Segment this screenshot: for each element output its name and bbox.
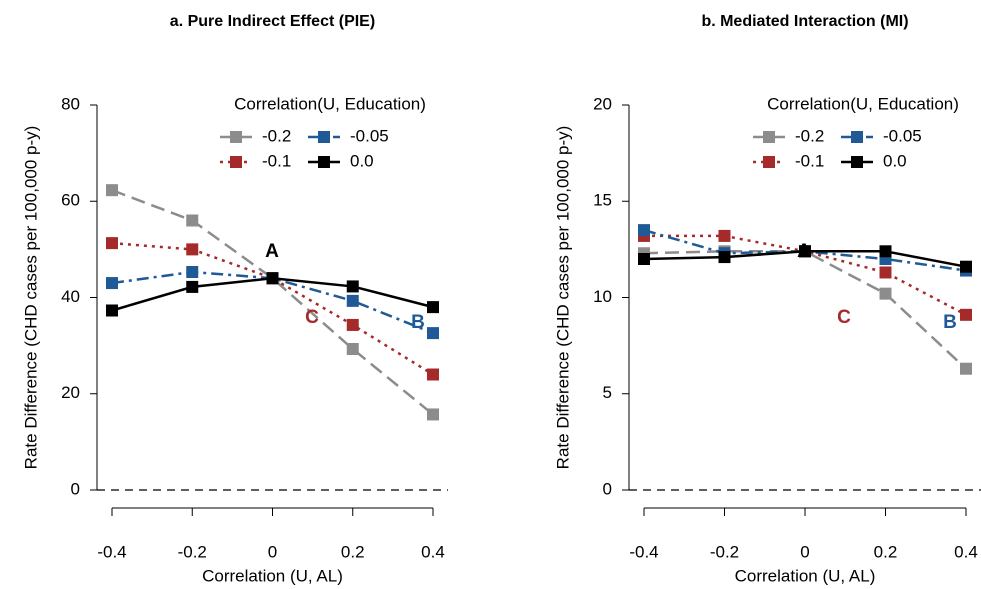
- data-point: [427, 368, 439, 381]
- data-point: [106, 304, 118, 317]
- x-axis-label: Correlation (U, AL): [202, 566, 343, 585]
- x-tick-label: 0.2: [341, 542, 365, 561]
- y-axis-label: Rate Difference (CHD cases per 100,000 p…: [21, 126, 40, 470]
- annotation: B: [943, 312, 957, 333]
- data-point: [960, 362, 972, 375]
- legend-marker: [230, 131, 242, 143]
- data-point: [266, 272, 279, 285]
- data-point: [106, 184, 118, 197]
- legend-title: Correlation(U, Education): [234, 94, 426, 113]
- y-tick-label: 5: [603, 383, 612, 402]
- legend-label: 0.0: [883, 151, 907, 170]
- x-tick-label: -0.2: [178, 542, 207, 561]
- y-tick-label: 10: [593, 287, 612, 306]
- data-point: [106, 237, 118, 250]
- data-point: [960, 308, 972, 321]
- annotation: A: [265, 241, 279, 262]
- series-line: [111, 189, 434, 416]
- annotation: B: [411, 312, 425, 333]
- x-tick-label: -0.2: [710, 542, 739, 561]
- data-point: [879, 266, 892, 279]
- data-point: [960, 260, 972, 273]
- x-tick-label: 0: [268, 542, 277, 561]
- series-line: [111, 241, 434, 376]
- data-point: [346, 318, 359, 331]
- annotation: C: [305, 307, 319, 328]
- legend-marker: [851, 131, 863, 143]
- y-axis-label: Rate Difference (CHD cases per 100,000 p…: [553, 126, 572, 470]
- legend-marker: [318, 156, 330, 168]
- y-tick-label: 0: [603, 479, 612, 498]
- legend-marker: [318, 131, 330, 143]
- legend-marker: [763, 156, 775, 168]
- legend-label: -0.1: [262, 151, 291, 170]
- series-line: [643, 250, 967, 370]
- y-tick-label: 0: [71, 479, 80, 498]
- x-tick-label: 0.4: [421, 542, 445, 561]
- data-point: [427, 327, 439, 340]
- annotation: C: [837, 307, 851, 328]
- data-point: [186, 280, 199, 293]
- legend-label: -0.2: [262, 126, 291, 145]
- legend-marker: [230, 156, 242, 168]
- y-tick-label: 80: [61, 94, 80, 113]
- data-point: [186, 265, 199, 278]
- y-tick-label: 60: [61, 191, 80, 210]
- series-line: [643, 228, 967, 272]
- x-tick-label: 0: [800, 542, 809, 561]
- legend-label: 0.0: [350, 151, 374, 170]
- data-point: [799, 245, 811, 258]
- data-point: [346, 280, 359, 293]
- y-tick-label: 15: [593, 191, 612, 210]
- legend-label: -0.05: [350, 126, 389, 145]
- y-tick-label: 20: [593, 94, 612, 113]
- annotation: A: [797, 241, 811, 262]
- legend-marker: [763, 131, 775, 143]
- data-point: [106, 277, 118, 290]
- data-point: [638, 224, 650, 237]
- x-tick-label: -0.4: [97, 542, 126, 561]
- legend-marker: [851, 156, 863, 168]
- x-axis-label: Correlation (U, AL): [735, 566, 876, 585]
- x-tick-label: 0.4: [954, 542, 978, 561]
- legend-title: Correlation(U, Education): [767, 94, 959, 113]
- data-point: [427, 408, 439, 421]
- data-point: [346, 294, 359, 307]
- legend-label: -0.2: [795, 126, 824, 145]
- x-tick-label: -0.4: [629, 542, 658, 561]
- data-point: [346, 342, 359, 355]
- data-point: [879, 245, 892, 258]
- legend-label: -0.1: [795, 151, 824, 170]
- data-point: [879, 287, 892, 300]
- legend-label: -0.05: [883, 126, 922, 145]
- data-point: [427, 301, 439, 314]
- chart-title: a. Pure Indirect Effect (PIE): [170, 13, 375, 30]
- y-tick-label: 20: [61, 383, 80, 402]
- data-point: [718, 229, 731, 242]
- x-tick-label: 0.2: [874, 542, 898, 561]
- data-point: [186, 214, 199, 227]
- y-tick-label: 40: [61, 287, 80, 306]
- chart-title: b. Mediated Interaction (MI): [701, 13, 908, 30]
- data-point: [638, 253, 650, 265]
- data-point: [718, 251, 731, 264]
- data-point: [186, 243, 199, 256]
